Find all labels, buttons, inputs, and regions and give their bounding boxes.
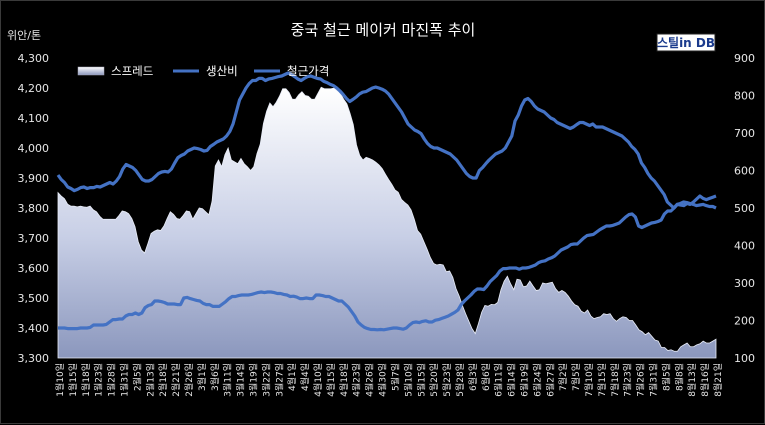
left-tick-label: 3,400 <box>18 322 50 335</box>
x-tick-label: 1월31일 <box>119 363 131 397</box>
x-tick-label: 4월30일 <box>377 363 389 397</box>
x-tick-label: 4월15일 <box>325 363 337 397</box>
right-tick-label: 300 <box>734 277 755 290</box>
x-tick-label: 8월13일 <box>686 363 698 397</box>
left-tick-label: 3,800 <box>18 202 50 215</box>
x-tick-label: 5월15일 <box>415 363 427 397</box>
x-tick-label: 3월14일 <box>235 363 247 397</box>
left-tick-label: 4,100 <box>18 112 50 125</box>
x-tick-label: 5월28일 <box>454 363 466 397</box>
x-tick-label: 7월31일 <box>648 363 660 397</box>
right-tick-label: 100 <box>734 352 755 365</box>
right-tick-label: 700 <box>734 127 755 140</box>
right-tick-label: 900 <box>734 52 755 65</box>
x-tick-label: 3월6일 <box>209 363 221 391</box>
right-tick-label: 800 <box>734 90 755 103</box>
x-tick-label: 8월8일 <box>673 363 685 391</box>
series-spread-area <box>57 86 717 359</box>
x-tick-label: 2월21일 <box>170 363 182 397</box>
chart-title: 중국 철근 메이커 마진폭 추이 <box>291 21 476 39</box>
legend-swatch-spread <box>77 66 105 76</box>
x-tick-label: 6월11일 <box>493 363 505 397</box>
x-tick-label: 2월5일 <box>131 363 143 391</box>
x-tick-label: 1월28일 <box>106 363 118 397</box>
series-rebar-price-line <box>56 71 717 210</box>
x-tick-label: 4월4일 <box>299 363 311 391</box>
x-tick-label: 4월23일 <box>351 363 363 397</box>
x-tick-label: 5월10일 <box>402 363 414 397</box>
left-tick-label: 3,700 <box>18 232 50 245</box>
right-tick-label: 400 <box>734 240 755 253</box>
x-tick-label: 2월13일 <box>144 363 156 397</box>
x-tick-label: 3월19일 <box>248 363 260 397</box>
x-tick-label: 5월20일 <box>428 363 440 397</box>
x-tick-label: 3월11일 <box>222 363 234 397</box>
x-tick-label: 1월18일 <box>80 363 92 397</box>
x-tick-label: 6월6일 <box>480 363 492 391</box>
legend-label-spread: 스프레드 <box>111 64 153 78</box>
right-axis: 100 200 300 400 500 600 700 800 900 <box>734 52 755 365</box>
right-tick-label: 600 <box>734 165 755 178</box>
x-tick-label: 7월23일 <box>622 363 634 397</box>
right-tick-label: 200 <box>734 315 755 328</box>
plot-area <box>56 71 717 359</box>
x-tick-label: 4월18일 <box>338 363 350 397</box>
x-tick-label: 4월1일 <box>286 363 298 391</box>
x-tick-label: 8월16일 <box>699 363 711 397</box>
x-tick-label: 1월15일 <box>67 363 79 397</box>
left-tick-label: 3,300 <box>18 352 50 365</box>
x-tick-label: 5월7일 <box>390 363 402 391</box>
x-tick-label: 7월26일 <box>635 363 647 397</box>
left-tick-label: 4,200 <box>18 82 50 95</box>
x-tick-label: 3월27일 <box>273 363 285 397</box>
x-tick-label: 6월19일 <box>519 363 531 397</box>
x-tick-label: 4월10일 <box>312 363 324 397</box>
x-tick-label: 7월10일 <box>583 363 595 397</box>
left-tick-label: 3,600 <box>18 262 50 275</box>
x-tick-label: 6월27일 <box>544 363 556 397</box>
x-tick-label: 8월21일 <box>712 363 724 397</box>
x-tick-label: 6월14일 <box>506 363 518 397</box>
x-tick-label: 6월24일 <box>531 363 543 397</box>
left-tick-label: 4,300 <box>18 52 50 65</box>
x-tick-label: 8월5일 <box>660 363 672 391</box>
legend: 스프레드 생산비 철근가격 <box>77 64 329 78</box>
x-tick-label: 2월18일 <box>157 363 169 397</box>
x-tick-label: 3월22일 <box>260 363 272 397</box>
x-tick-label: 4월26일 <box>364 363 376 397</box>
right-tick-label: 500 <box>734 202 755 215</box>
legend-label-cost: 생산비 <box>206 64 238 78</box>
x-axis: 1월10일 1월15일 1월18일 1월23일 1월28일 1월31일 2월5일 2월13일 2… <box>54 363 724 397</box>
logo-text: 스틸in DB <box>657 36 715 50</box>
x-tick-label: 3월1일 <box>196 363 208 391</box>
legend-label-price: 철근가격 <box>287 64 329 78</box>
x-tick-label: 6월3일 <box>467 363 479 391</box>
logo-badge: 스틸in DB <box>656 33 716 52</box>
left-tick-label: 3,500 <box>18 292 50 305</box>
x-tick-label: 1월23일 <box>93 363 105 397</box>
x-tick-label: 2월26일 <box>183 363 195 397</box>
x-tick-label: 7월2일 <box>557 363 569 391</box>
x-tick-label: 7월15일 <box>596 363 608 397</box>
x-tick-label: 7월18일 <box>609 363 621 397</box>
left-tick-label: 3,900 <box>18 172 50 185</box>
series-production-cost-line <box>58 194 717 332</box>
x-tick-label: 7월5일 <box>570 363 582 391</box>
left-axis: 3,300 3,400 3,500 3,600 3,700 3,800 3,900 4,000… <box>18 52 50 365</box>
x-tick-label: 5월23일 <box>441 363 453 397</box>
x-tick-label: 1월10일 <box>54 363 66 397</box>
left-axis-unit: 위안/톤 <box>7 29 41 42</box>
left-tick-label: 4,000 <box>18 142 50 155</box>
